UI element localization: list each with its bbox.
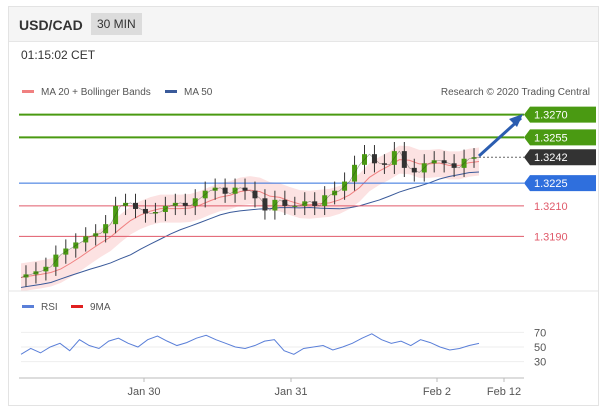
x-tick-label: Jan 31 xyxy=(274,386,307,398)
rsi-tick-30: 30 xyxy=(534,357,546,369)
forecast-arrow-line xyxy=(477,116,523,158)
rsi-tick-70: 70 xyxy=(534,327,546,339)
level-label-1.3210: 1.3210 xyxy=(534,201,568,213)
level-tag-1.3225 xyxy=(524,175,596,192)
rsi-panel: 70 50 30 xyxy=(20,327,546,369)
x-tick-label: Feb 2 xyxy=(423,386,451,398)
level-tag-1.3255 xyxy=(524,129,596,146)
rsi-line xyxy=(20,333,480,355)
price-levels: 1.3270 1.3255 1.3242 1.3225 1.3210 1.3190 xyxy=(19,106,596,243)
close-line xyxy=(20,150,480,278)
rsi-tick-50: 50 xyxy=(534,342,546,354)
ma50-legend-swatch xyxy=(165,90,177,93)
level-label-1.3270: 1.3270 xyxy=(534,110,568,122)
ma9-legend-swatch xyxy=(71,305,83,308)
rsi-legend: RSI 9MA xyxy=(22,302,111,313)
timeframe-badge[interactable]: 30 MIN xyxy=(91,13,142,35)
ma20-legend-swatch xyxy=(22,90,34,93)
rsi-legend-label: RSI xyxy=(41,302,58,313)
level-label-1.3255: 1.3255 xyxy=(534,132,568,144)
credit-text: Research © 2020 Trading Central xyxy=(441,87,590,98)
level-label-1.3225: 1.3225 xyxy=(534,178,568,190)
timestamp: 01:15:02 CET xyxy=(21,48,96,62)
candle-body xyxy=(292,205,298,207)
price-chart: MA 20 + Bollinger Bands MA 50 Research ©… xyxy=(9,87,598,398)
chart-frame: USD/CAD 30 MIN 01:15:02 CET MA 20 + Boll… xyxy=(8,6,599,406)
rsi-legend-swatch xyxy=(22,305,34,308)
chart-header: USD/CAD 30 MIN xyxy=(9,7,598,42)
ma50-line xyxy=(20,171,480,288)
symbol-title: USD/CAD xyxy=(19,17,83,33)
ma20-legend-label: MA 20 + Bollinger Bands xyxy=(41,87,151,98)
price-series xyxy=(20,150,480,278)
level-tag-1.3242 xyxy=(524,149,596,166)
x-tick-label: Jan 30 xyxy=(127,386,160,398)
x-axis-ticks: Jan 30 Jan 31 Feb 2 Feb 12 xyxy=(127,378,521,398)
ma9-legend-label: 9MA xyxy=(90,302,111,313)
level-label-1.3190: 1.3190 xyxy=(534,231,568,243)
legend: MA 20 + Bollinger Bands MA 50 Research ©… xyxy=(22,87,590,98)
x-tick-label: Feb 12 xyxy=(487,386,521,398)
level-label-1.3242: 1.3242 xyxy=(534,152,568,164)
bollinger-bands xyxy=(20,145,480,292)
level-tag-1.3270 xyxy=(524,106,596,123)
ma50-legend-label: MA 50 xyxy=(184,87,213,98)
forecast-arrow-head xyxy=(509,114,523,127)
forecast-arrow xyxy=(477,114,523,158)
